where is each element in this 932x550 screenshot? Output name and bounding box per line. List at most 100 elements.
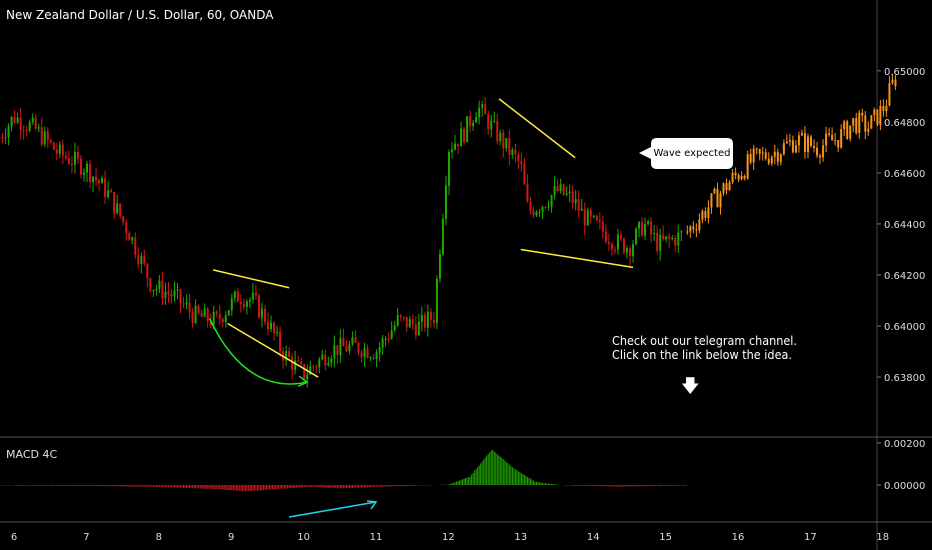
x-tick-label: 8 (156, 532, 162, 543)
candle-body (119, 203, 122, 217)
candle-body (188, 302, 191, 312)
candle-body (92, 176, 95, 183)
candle-body (387, 338, 390, 340)
candle-body (348, 344, 351, 352)
candle-body (496, 120, 499, 142)
candle-body (152, 290, 155, 292)
trendline (227, 322, 319, 378)
candle-body (236, 291, 239, 302)
candle-body (61, 144, 64, 156)
projection-body (873, 109, 876, 116)
candle-body (460, 128, 463, 147)
projection-body (761, 152, 764, 154)
candle-body (104, 178, 107, 197)
candle-body (260, 308, 263, 318)
candle-body (641, 221, 644, 236)
candle-body (550, 195, 553, 207)
y-tick-label: 0.63800 (884, 373, 925, 384)
projection-body (864, 115, 867, 132)
projection-body (764, 152, 767, 159)
projection-body (879, 105, 882, 125)
candle-body (541, 206, 544, 212)
candle-body (568, 191, 571, 194)
candle-body (140, 256, 143, 265)
candle-body (429, 311, 432, 320)
candle-body (110, 190, 113, 193)
candle-body (644, 224, 647, 236)
candle-body (366, 348, 369, 358)
candle-body (638, 221, 641, 229)
candle-body (46, 131, 49, 141)
candle-body (592, 215, 595, 217)
candle-body (674, 238, 677, 246)
candle-body (321, 354, 324, 360)
macd-label: MACD 4C (6, 448, 58, 461)
candle-body (635, 228, 638, 245)
projection-body (837, 140, 840, 148)
projection-body (734, 172, 737, 176)
candle-body (493, 120, 496, 122)
x-tick-label: 6 (11, 532, 17, 543)
projection-body (740, 175, 743, 180)
candle-body (134, 237, 137, 255)
candle-body (73, 152, 76, 165)
candle-body (547, 206, 550, 208)
candle-body (487, 114, 490, 130)
arc-arrowhead (297, 375, 309, 387)
candle-body (10, 116, 13, 127)
projection-body (882, 105, 885, 112)
candle-body (131, 237, 134, 241)
candle-body (101, 178, 104, 184)
x-tick-label: 17 (804, 532, 817, 543)
candle-body (0, 137, 1, 139)
candle-body (7, 126, 10, 138)
candle-body (517, 154, 520, 162)
candle-body (414, 324, 417, 336)
candle-body (95, 176, 98, 181)
candle-body (306, 374, 309, 380)
candle-body (441, 218, 444, 254)
y-tick-label: 0.64000 (884, 322, 925, 333)
y-tick-label: 0.65000 (884, 67, 925, 78)
projection-body (773, 151, 776, 157)
candle-body (113, 192, 116, 214)
projection-body (752, 148, 755, 163)
projection-body (822, 145, 825, 158)
trendline (498, 98, 576, 159)
candle-body (354, 337, 357, 344)
candle-body (565, 193, 568, 195)
candle-body (194, 305, 197, 323)
candle-body (230, 298, 233, 311)
candle-body (511, 149, 514, 155)
candle-body (622, 238, 625, 253)
candle-body (432, 319, 435, 323)
candle-body (291, 356, 294, 370)
candle-body (402, 316, 405, 318)
x-tick-label: 14 (587, 532, 600, 543)
projection-body (891, 79, 894, 84)
candle-body (155, 288, 158, 291)
projection-body (800, 133, 803, 136)
candle-body (233, 291, 236, 299)
candle-body (215, 311, 218, 315)
candle-body (58, 144, 61, 154)
candle-body (312, 366, 315, 368)
candle-body (520, 161, 523, 164)
candle-body (318, 359, 321, 368)
candle-body (423, 314, 426, 328)
projection-body (876, 109, 879, 125)
projection-body (737, 175, 740, 180)
candle-body (185, 302, 188, 304)
candle-body (632, 244, 635, 257)
candle-body (372, 357, 375, 359)
candle-body (315, 366, 318, 368)
projection-body (803, 133, 806, 153)
candle-body (303, 364, 306, 380)
projection-body (695, 229, 698, 231)
projection-body (813, 145, 816, 148)
candle-body (656, 233, 659, 251)
candle-body (598, 220, 601, 222)
projection-body (888, 83, 891, 106)
projection-body (707, 207, 710, 218)
